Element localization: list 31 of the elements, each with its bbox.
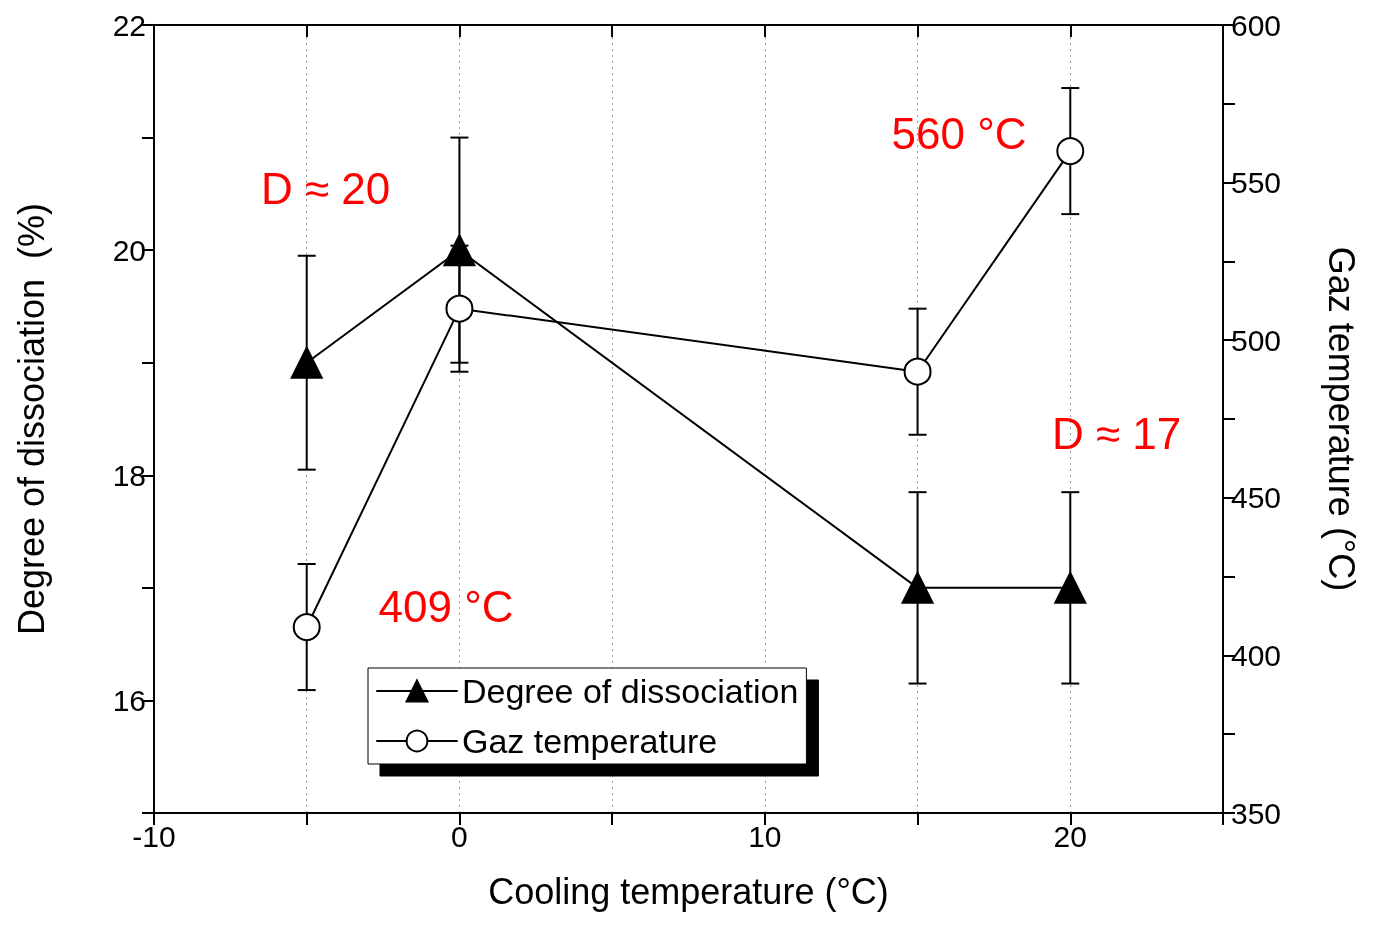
y2-tick-label: 350 (1231, 796, 1282, 830)
annotation: 409 °C (378, 581, 514, 631)
legend-label: Degree of dissociation (462, 672, 799, 710)
x-tick-label: -10 (132, 819, 176, 853)
point (903, 357, 932, 386)
point (1056, 137, 1085, 166)
y2-tick-label: 600 (1231, 8, 1282, 42)
y-tick-label: 16 (112, 683, 146, 717)
y2-axis-title: Gaz temperature (°C) (1320, 246, 1362, 592)
y2-tick-label: 450 (1231, 481, 1282, 515)
y-tick-label: 18 (112, 458, 146, 492)
x-axis-title: Cooling temperature (°C) (488, 870, 889, 912)
point (443, 234, 476, 267)
y2-tick-label: 400 (1231, 638, 1282, 672)
point (292, 613, 321, 642)
point (290, 346, 323, 379)
y-axis-title: Degree of dissociation (%) (10, 202, 52, 636)
y-tick-label: 20 (112, 233, 146, 267)
y-tick-label: 22 (112, 8, 146, 42)
y2-tick-label: 550 (1231, 166, 1282, 200)
annotation: 560 °C (891, 109, 1027, 159)
x-tick-label: 0 (451, 819, 468, 853)
point (445, 294, 474, 323)
x-tick-label: 20 (1053, 819, 1087, 853)
annotation: D ≈ 20 (260, 164, 391, 214)
legend-label: Gaz temperature (462, 722, 718, 760)
annotation: D ≈ 17 (1051, 408, 1182, 458)
y2-tick-label: 500 (1231, 323, 1282, 357)
point (1054, 571, 1087, 604)
x-tick-label: 10 (748, 819, 782, 853)
point (901, 571, 934, 604)
